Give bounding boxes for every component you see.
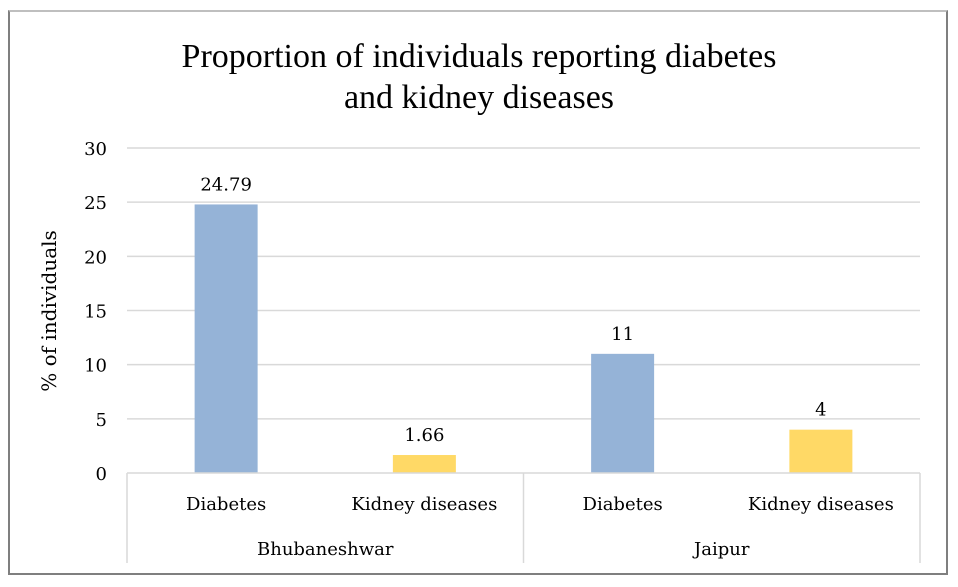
y-tick-label: 0 <box>96 464 107 485</box>
y-tick-label: 30 <box>84 139 107 160</box>
y-tick-label: 20 <box>84 247 107 268</box>
gridlines <box>127 147 920 420</box>
x-category-label: Kidney diseases <box>351 494 497 515</box>
bar <box>591 353 655 473</box>
y-axis-ticks: 0 5 10 15 20 25 30 <box>84 139 107 485</box>
bars: 24.79 1.66 11 4 <box>194 174 853 474</box>
data-label: 11 <box>611 324 634 345</box>
x-axis: Diabetes Kidney diseases Bhubaneshwar Diabe… <box>126 472 921 563</box>
bar <box>789 429 853 473</box>
data-label: 24.79 <box>200 174 252 195</box>
y-tick-label: 25 <box>84 193 107 214</box>
y-tick-label: 15 <box>84 302 107 323</box>
x-group-label: Bhubaneshwar <box>257 539 394 560</box>
x-category-label: Kidney diseases <box>748 494 894 515</box>
chart-title-line-1: Proportion of individuals reporting diab… <box>182 38 777 75</box>
bar <box>392 455 456 473</box>
x-category-label: Diabetes <box>583 494 663 515</box>
data-label: 4 <box>815 400 826 421</box>
y-tick-label: 10 <box>84 356 107 377</box>
data-label: 1.66 <box>404 425 444 446</box>
bar <box>194 204 258 474</box>
chart-frame <box>8 10 948 575</box>
y-axis-label: % of individuals <box>37 230 61 392</box>
x-category-label: Diabetes <box>186 494 266 515</box>
chart-title-line-2: and kidney diseases <box>344 79 614 116</box>
y-tick-label: 5 <box>96 410 107 431</box>
x-group-label: Jaipur <box>692 539 750 560</box>
